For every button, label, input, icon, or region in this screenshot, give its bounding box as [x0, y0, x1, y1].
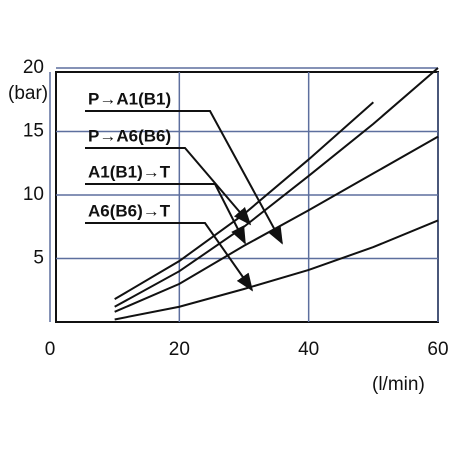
x-tick-label: 20 [169, 339, 190, 360]
series-label: A1(B1)→T [88, 162, 171, 181]
line-series [114, 135, 439, 313]
y-tick-label: 5 [33, 248, 44, 269]
series-label: P→A6(B6) [88, 126, 171, 145]
x-tick-label: 0 [45, 339, 56, 360]
leader-line [85, 222, 254, 292]
leader-line [85, 183, 246, 245]
leader-line [85, 110, 283, 245]
y-tick-label: 20 [23, 57, 44, 78]
line-series [114, 219, 439, 321]
x-axis-label: (l/min) [372, 374, 425, 395]
x-tick-label: 40 [298, 339, 319, 360]
series-label: A6(B6)→T [88, 201, 171, 220]
y-tick-label: 10 [23, 184, 44, 205]
y-axis-label: (bar) [8, 83, 48, 104]
y-tick-label: 15 [23, 121, 44, 142]
series-label: P→A1(B1) [88, 89, 171, 108]
leader-line [85, 147, 252, 226]
line-series [114, 67, 439, 308]
x-tick-label: 60 [427, 339, 448, 360]
